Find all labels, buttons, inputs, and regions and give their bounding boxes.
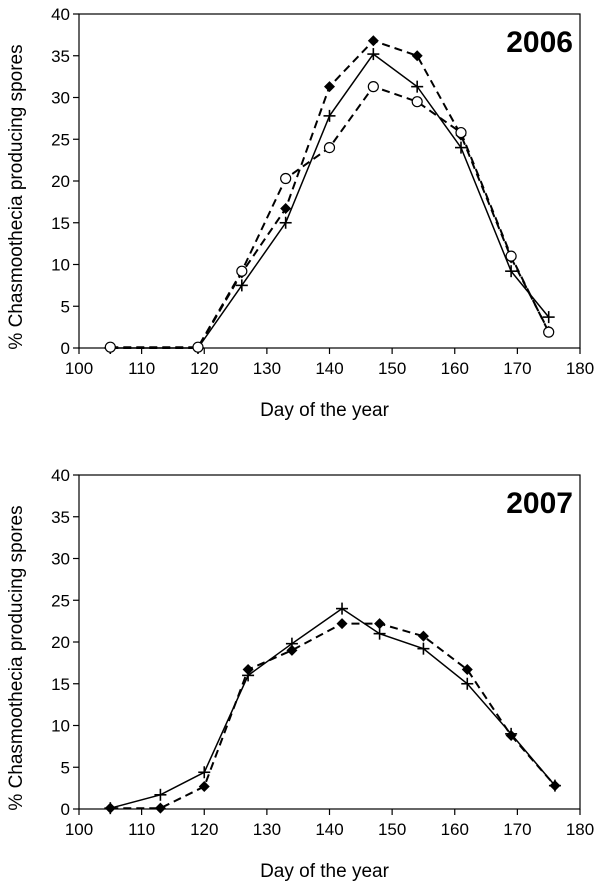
x-tick-label: 140 bbox=[315, 820, 343, 839]
data-point-diamond bbox=[505, 730, 517, 742]
y-tick-label: 35 bbox=[51, 47, 70, 66]
series-line-plus bbox=[110, 607, 556, 809]
data-point-diamond bbox=[411, 50, 423, 62]
x-tick-label: 180 bbox=[566, 820, 594, 839]
data-point-plus bbox=[235, 279, 248, 292]
data-point-circle bbox=[104, 341, 116, 353]
data-point-circle bbox=[280, 172, 292, 185]
panel-year-label: 2007 bbox=[506, 487, 573, 520]
data-point-plus bbox=[542, 311, 555, 324]
y-axis-title: % Chasmoothecia producing spores bbox=[6, 505, 27, 810]
x-tick-label: 110 bbox=[128, 359, 155, 378]
data-point-plus bbox=[336, 602, 349, 615]
series-line-plus bbox=[110, 53, 550, 349]
y-tick-label: 25 bbox=[51, 130, 70, 149]
data-point-circle bbox=[323, 142, 336, 154]
x-tick-label: 160 bbox=[441, 820, 469, 839]
plot-frame bbox=[78, 474, 581, 810]
data-point-plus bbox=[279, 216, 292, 229]
data-point-circle bbox=[367, 81, 379, 93]
series-line-diamond bbox=[110, 622, 556, 810]
x-axis-title: Day of the year bbox=[260, 861, 390, 882]
x-tick-label: 180 bbox=[566, 359, 594, 378]
x-tick-label: 130 bbox=[253, 820, 281, 839]
y-tick-label: 20 bbox=[51, 172, 70, 191]
y-tick-label: 15 bbox=[51, 675, 70, 694]
y-tick-label: 25 bbox=[51, 591, 70, 610]
data-point-plus bbox=[505, 265, 518, 278]
y-tick-label: 40 bbox=[51, 466, 70, 485]
y-tick-label: 5 bbox=[61, 297, 70, 316]
data-point-diamond bbox=[154, 802, 166, 814]
data-point-diamond bbox=[417, 630, 429, 642]
data-point-circle bbox=[543, 326, 555, 338]
chart-2007: 0 5 10 15 20 25 30 35 40 100 110 120 130 140 150 160 170… bbox=[6, 466, 594, 882]
data-point-diamond bbox=[324, 81, 335, 93]
data-point-circle bbox=[455, 126, 467, 139]
x-tick-label: 150 bbox=[378, 359, 406, 378]
y-tick-label: 0 bbox=[61, 800, 70, 819]
data-point-circle bbox=[236, 265, 248, 277]
data-point-diamond bbox=[242, 664, 254, 676]
x-tick-label: 150 bbox=[378, 820, 406, 839]
x-tick-label: 170 bbox=[503, 359, 531, 378]
data-point-plus bbox=[461, 677, 474, 690]
y-tick-label: 5 bbox=[61, 758, 70, 777]
data-point-plus bbox=[367, 48, 380, 61]
data-point-diamond bbox=[104, 802, 116, 814]
y-tick-label: 15 bbox=[51, 214, 70, 233]
y-tick-label: 35 bbox=[51, 508, 70, 527]
data-point-diamond bbox=[280, 203, 292, 215]
y-tick-label: 10 bbox=[51, 717, 70, 736]
x-tick-label: 170 bbox=[503, 820, 531, 839]
x-tick-label: 100 bbox=[65, 820, 93, 839]
data-point-plus bbox=[411, 80, 424, 93]
data-point-circle bbox=[192, 341, 204, 353]
x-tick-label: 120 bbox=[190, 359, 218, 378]
data-point-diamond bbox=[367, 35, 379, 47]
x-tick-label: 140 bbox=[315, 359, 343, 378]
data-point-diamond bbox=[198, 780, 210, 792]
x-tick-label: 120 bbox=[190, 820, 218, 839]
x-tick-label: 100 bbox=[65, 359, 93, 378]
series-line-circle bbox=[110, 85, 550, 349]
y-axis-title: % Chasmoothecia producing spores bbox=[6, 44, 27, 349]
y-tick-label: 10 bbox=[51, 256, 70, 275]
plot-frame bbox=[78, 13, 581, 349]
data-point-plus bbox=[417, 642, 430, 655]
y-tick-label: 30 bbox=[51, 89, 70, 108]
x-axis-title: Day of the year bbox=[260, 400, 390, 421]
data-point-plus bbox=[373, 627, 386, 640]
data-point-plus bbox=[323, 109, 336, 122]
chart-2006: 0 5 10 15 20 25 30 35 40 100 110 120 130 140 150 160 170… bbox=[6, 5, 594, 421]
panel-year-label: 2006 bbox=[506, 26, 573, 59]
data-point-plus bbox=[455, 141, 468, 154]
data-point-plus bbox=[154, 788, 167, 801]
data-point-diamond bbox=[286, 644, 298, 656]
x-tick-label: 130 bbox=[253, 359, 281, 378]
data-point-circle bbox=[505, 250, 517, 262]
y-tick-label: 30 bbox=[51, 550, 70, 569]
data-point-diamond bbox=[336, 618, 348, 630]
y-tick-label: 0 bbox=[61, 339, 70, 358]
data-point-circle bbox=[411, 96, 423, 108]
data-point-plus bbox=[198, 766, 211, 779]
x-tick-label: 110 bbox=[128, 820, 155, 839]
y-tick-label: 40 bbox=[51, 5, 70, 24]
data-point-diamond bbox=[549, 780, 561, 792]
data-point-diamond bbox=[461, 664, 473, 676]
x-tick-label: 160 bbox=[441, 359, 469, 378]
y-tick-label: 20 bbox=[51, 633, 70, 652]
data-point-diamond bbox=[374, 618, 386, 630]
